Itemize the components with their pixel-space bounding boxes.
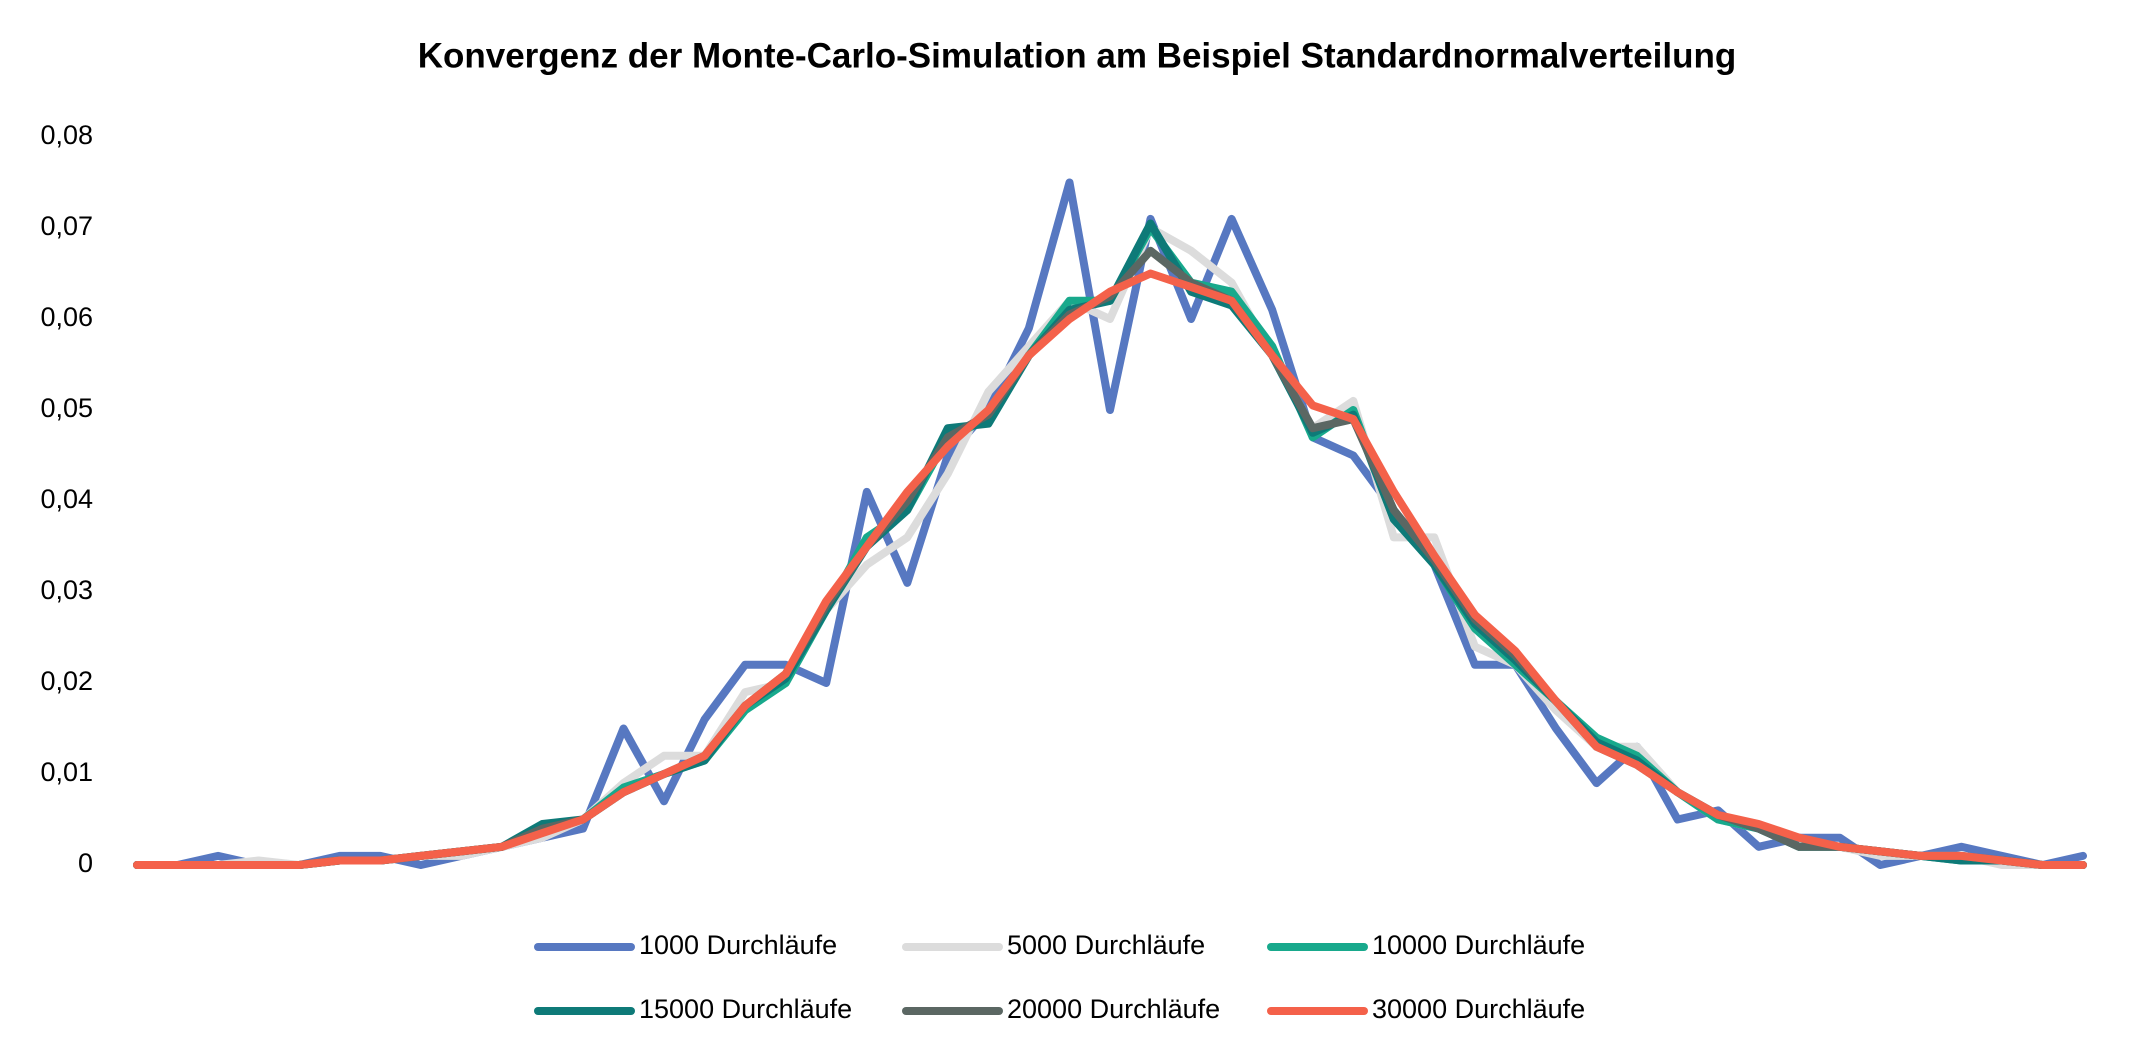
legend-label: 30000 Durchläufe	[1372, 994, 1585, 1024]
y-tick-label: 0	[78, 848, 93, 878]
y-tick-label: 0,07	[40, 211, 93, 241]
legend-label: 15000 Durchläufe	[639, 994, 852, 1024]
legend-label: 5000 Durchläufe	[1007, 930, 1205, 960]
legend-label: 1000 Durchläufe	[639, 930, 837, 960]
y-tick-label: 0,04	[40, 484, 93, 514]
series-line	[133, 224, 2087, 869]
series-line	[133, 269, 2087, 869]
legend-label: 10000 Durchläufe	[1372, 930, 1585, 960]
y-tick-label: 0,02	[40, 666, 93, 696]
legend-label: 20000 Durchläufe	[1007, 994, 1220, 1024]
chart-title: Konvergenz der Monte-Carlo-Simulation am…	[418, 36, 1737, 75]
series-line	[133, 246, 2087, 869]
y-tick-label: 0,06	[40, 302, 93, 332]
series-line	[133, 224, 2087, 869]
y-tick-label: 0,01	[40, 757, 93, 787]
y-tick-label: 0,08	[40, 120, 93, 150]
y-tick-label: 0,05	[40, 393, 93, 423]
series-line	[133, 178, 2087, 869]
y-tick-label: 0,03	[40, 575, 93, 605]
